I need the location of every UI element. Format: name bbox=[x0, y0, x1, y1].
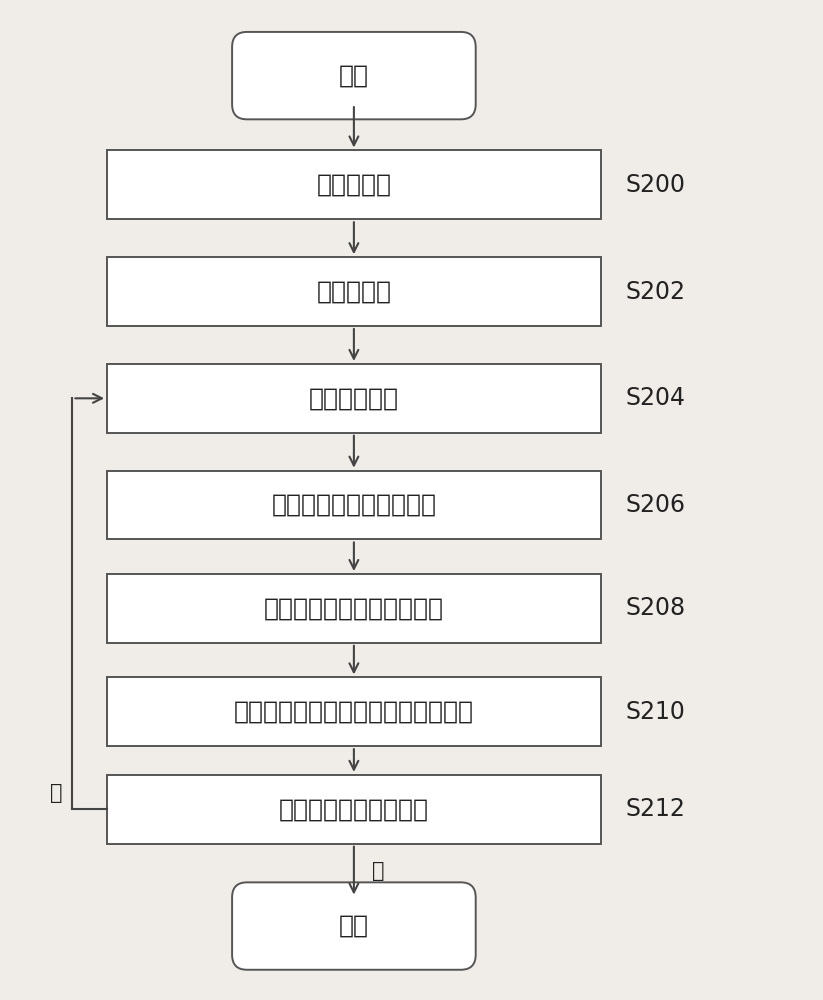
Text: 非支配排序: 非支配排序 bbox=[316, 280, 392, 304]
Text: S208: S208 bbox=[625, 596, 686, 620]
Text: 初始化基因: 初始化基因 bbox=[316, 173, 392, 197]
Text: 采用精英保留机制选出下一代染色体: 采用精英保留机制选出下一代染色体 bbox=[234, 700, 474, 724]
Text: S206: S206 bbox=[625, 493, 686, 517]
FancyBboxPatch shape bbox=[107, 364, 601, 433]
Text: 是否到达最大迭代次数: 是否到达最大迭代次数 bbox=[279, 797, 429, 821]
Text: S200: S200 bbox=[625, 173, 686, 197]
Text: S212: S212 bbox=[625, 797, 686, 821]
FancyBboxPatch shape bbox=[107, 574, 601, 643]
FancyBboxPatch shape bbox=[107, 775, 601, 844]
Text: S210: S210 bbox=[625, 700, 686, 724]
Text: 交叉和变异产生子染色体: 交叉和变异产生子染色体 bbox=[272, 493, 436, 517]
Text: S204: S204 bbox=[625, 386, 686, 410]
Text: 将父染色体和子染色体重组: 将父染色体和子染色体重组 bbox=[264, 596, 444, 620]
Text: 是: 是 bbox=[372, 861, 384, 881]
FancyBboxPatch shape bbox=[232, 882, 476, 970]
FancyBboxPatch shape bbox=[232, 32, 476, 119]
FancyBboxPatch shape bbox=[107, 150, 601, 219]
FancyBboxPatch shape bbox=[107, 471, 601, 539]
Text: S202: S202 bbox=[625, 280, 686, 304]
Text: 否: 否 bbox=[50, 783, 63, 803]
FancyBboxPatch shape bbox=[107, 257, 601, 326]
Text: 选择父染色体: 选择父染色体 bbox=[309, 386, 399, 410]
FancyBboxPatch shape bbox=[107, 677, 601, 746]
Text: 结束: 结束 bbox=[339, 914, 369, 938]
Text: 开始: 开始 bbox=[339, 64, 369, 88]
